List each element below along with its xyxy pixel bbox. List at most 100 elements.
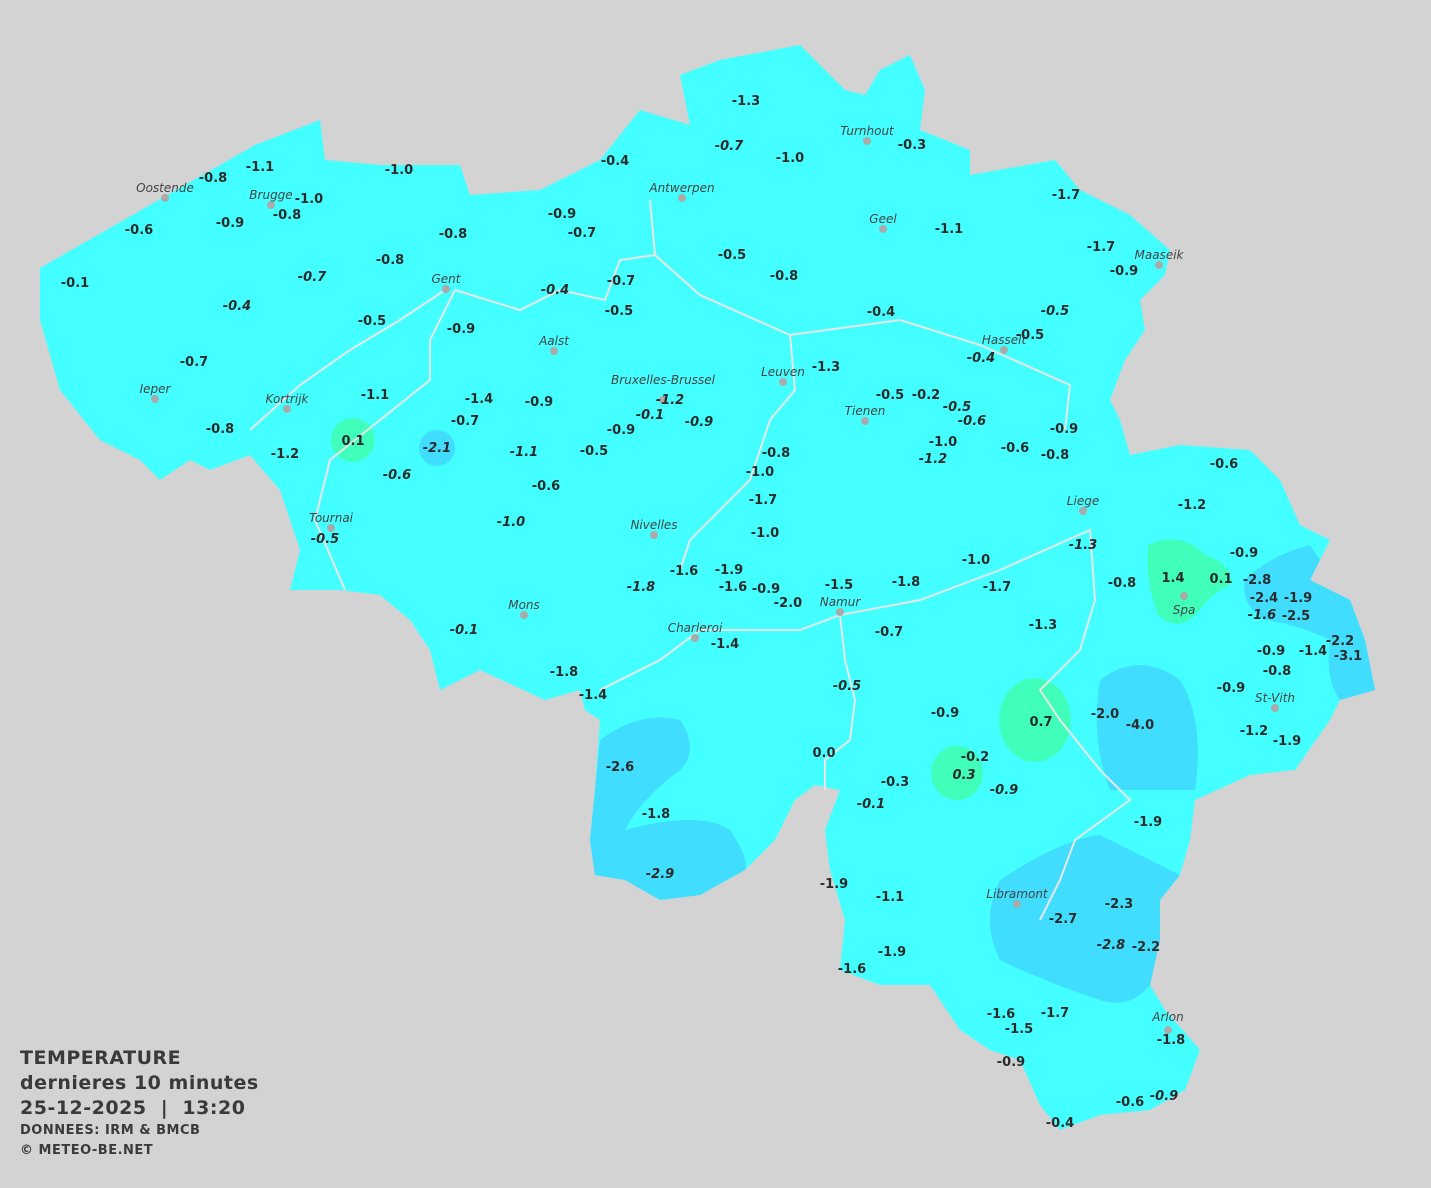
temperature-reading: -1.4 [1299,644,1327,659]
temperature-reading: -0.9 [1150,1089,1178,1104]
temperature-reading: -1.4 [579,688,607,703]
city-label: Turnhout [840,124,895,138]
city-marker [1079,507,1087,515]
temperature-reading: -2.0 [774,596,802,611]
temperature-reading: -0.1 [61,276,89,291]
temperature-reading: -0.5 [833,679,861,694]
temperature-reading: -1.0 [751,526,779,541]
temperature-reading: -0.4 [601,154,629,169]
temperature-reading: -0.9 [447,322,475,337]
city-marker [863,137,871,145]
cold-zones [419,430,1375,1003]
temperature-reading: -2.4 [1250,591,1278,606]
temperature-reading: 0.1 [341,434,364,449]
temperature-reading: -2.2 [1132,940,1160,955]
city-marker [659,396,667,404]
temperature-reading: -1.6 [1248,608,1276,623]
legend-source: DONNEES: IRM & BMCB [20,1123,201,1138]
temperature-reading: 0.1 [1209,572,1232,587]
temperature-reading: -1.0 [295,192,323,207]
temperature-reading: -1.8 [642,807,670,822]
temperature-reading: -0.9 [525,395,553,410]
temperature-reading: -0.4 [867,305,895,320]
temperature-reading: -0.7 [607,274,635,289]
temperature-reading: -1.2 [271,447,299,462]
temperature-reading: -0.5 [580,444,608,459]
border-line [679,334,797,571]
city-marker [779,378,787,386]
city-label: Libramont [986,887,1049,901]
temperature-reading: -0.7 [451,414,479,429]
temperature-reading: -0.8 [273,208,301,223]
city-label: Brugge [249,188,292,202]
temperature-reading: -0.8 [762,446,790,461]
temperature-reading: -1.7 [749,493,777,508]
temperature-reading: -0.7 [715,139,744,154]
temperature-reading: -1.5 [825,578,853,593]
mild-zone-rochefort [931,746,983,800]
city-marker [836,608,844,616]
border-line [454,254,656,312]
temperature-reading: -0.8 [1041,448,1069,463]
cold-zone-west [590,717,746,900]
legend-title: TEMPERATURE [20,1047,182,1069]
city-marker [1180,592,1188,600]
temperature-reading: -0.6 [383,468,411,483]
city-label: Bruxelles-Brussel [611,373,716,387]
temperature-reading: -1.9 [878,945,906,960]
temperature-reading: -1.9 [1273,734,1301,749]
temperature-reading: -0.9 [931,706,959,721]
temperature-reading: -1.4 [465,392,493,407]
temperature-reading: -1.6 [987,1007,1015,1022]
temperature-reading: -0.7 [298,270,327,285]
temperature-reading: -2.8 [1097,938,1125,953]
temperature-reading: -0.7 [568,226,596,241]
city-label: Aalst [538,334,570,348]
legend: TEMPERATURE dernieres 10 minutes 25-12-2… [20,1046,259,1161]
border-line [249,289,446,431]
border-line [313,289,456,591]
temperature-reading: -0.7 [875,625,903,640]
city-marker [1164,1026,1172,1034]
city-label: Nivelles [630,518,677,532]
temperature-reading: -1.0 [776,151,804,166]
temperature-reading: -0.5 [1016,328,1044,343]
temperature-reading: -1.9 [820,877,848,892]
city-marker [691,634,699,642]
temperature-reading: -0.4 [1046,1116,1074,1131]
city-layer: Oostende Brugge Antwerpen Turnhout Geel Maase… [136,124,1295,1034]
city-label: Mons [508,598,540,612]
temperature-reading: -0.6 [958,414,986,429]
temperature-reading: -0.9 [1110,264,1138,279]
temperature-reading: -0.4 [967,351,995,366]
temperature-reading: -0.9 [752,582,780,597]
temperature-reading: -0.9 [990,783,1018,798]
temperature-reading: -2.3 [1105,897,1133,912]
temperature-reading: -2.7 [1049,912,1077,927]
temperature-reading: -2.1 [423,441,451,456]
temperature-reading: -2.6 [606,760,634,775]
temperature-reading: -0.9 [685,415,713,430]
cold-zone-ardennes [1096,665,1198,790]
temperature-reading: -1.9 [1134,815,1162,830]
city-marker [283,405,291,413]
temperature-reading: -0.3 [898,138,926,153]
temperature-reading: -1.2 [1178,498,1206,513]
temperature-reading: -0.1 [636,408,664,423]
city-label: Maaseik [1135,248,1185,262]
temperature-reading: 0.7 [1029,715,1052,730]
city-marker [267,201,275,209]
border-line [599,528,1132,921]
temperature-reading: -0.8 [199,171,227,186]
temperature-reading: -1.3 [1069,538,1097,553]
city-label: Oostende [136,181,194,195]
temperature-reading: -1.8 [1157,1033,1185,1048]
city-label: Antwerpen [648,181,714,195]
temperature-reading: -0.8 [376,253,404,268]
temperature-reading: -1.3 [732,94,760,109]
city-marker [861,417,869,425]
temperature-reading: -1.8 [550,665,578,680]
temperature-reading: -0.8 [439,227,467,242]
temperature-reading: -0.8 [1108,576,1136,591]
